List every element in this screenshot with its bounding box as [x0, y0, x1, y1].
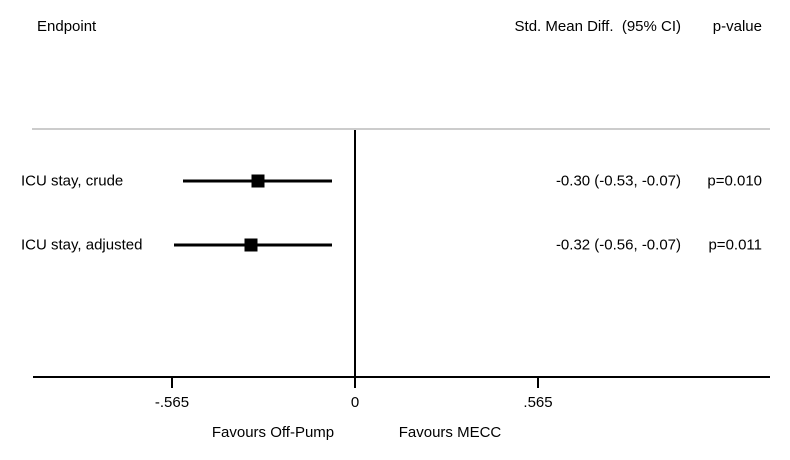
endpoint-column-header: Endpoint: [37, 18, 97, 35]
x-axis-tick-label: -.565: [154, 394, 190, 411]
zero-reference-line: [354, 130, 356, 377]
estimate-text: -0.30 (-0.53, -0.07): [555, 172, 681, 190]
x-axis-tick: [171, 378, 173, 388]
effect-column-header: Std. Mean Diff. (95% CI): [514, 18, 681, 35]
x-axis-tick-label: .565: [523, 394, 553, 411]
x-axis-tick-label: 0: [350, 394, 360, 411]
x-axis-tick: [537, 378, 539, 388]
favours-left-label: Favours Off-Pump: [211, 424, 335, 441]
x-axis-line: [33, 376, 770, 378]
estimate-text: -0.32 (-0.56, -0.07): [555, 236, 681, 254]
row-label: ICU stay, crude: [21, 172, 124, 190]
pvalue-text: p=0.011: [708, 236, 762, 254]
point-estimate-marker: [244, 238, 258, 252]
pvalue-column-header: p-value: [712, 18, 762, 35]
x-axis-tick: [354, 378, 356, 388]
header-separator-line: [32, 128, 770, 130]
favours-right-label: Favours MECC: [398, 424, 502, 441]
point-estimate-marker: [251, 174, 265, 188]
pvalue-text: p=0.010: [707, 172, 762, 190]
row-label: ICU stay, adjusted: [21, 236, 143, 254]
